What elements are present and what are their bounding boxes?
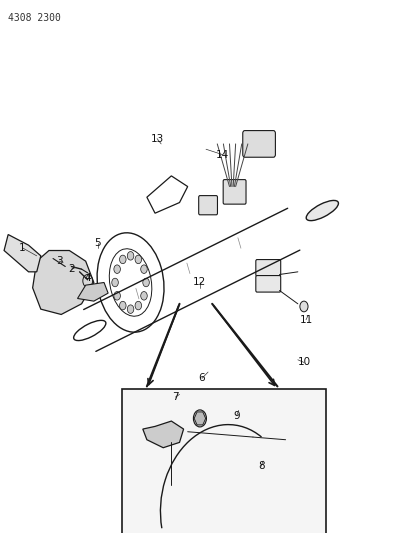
Circle shape xyxy=(141,265,147,273)
Text: 9: 9 xyxy=(233,411,240,421)
FancyBboxPatch shape xyxy=(243,131,275,157)
Ellipse shape xyxy=(306,200,339,221)
Polygon shape xyxy=(4,235,41,272)
Text: 3: 3 xyxy=(56,256,62,266)
Text: 1: 1 xyxy=(19,243,26,253)
Circle shape xyxy=(127,305,134,313)
Text: 12: 12 xyxy=(193,278,206,287)
Text: 13: 13 xyxy=(151,134,164,143)
FancyBboxPatch shape xyxy=(256,260,281,276)
Text: 10: 10 xyxy=(297,358,310,367)
Circle shape xyxy=(114,292,120,300)
Circle shape xyxy=(141,292,147,300)
Circle shape xyxy=(120,301,126,310)
Circle shape xyxy=(120,255,126,264)
Circle shape xyxy=(127,252,134,260)
Circle shape xyxy=(143,278,149,287)
FancyBboxPatch shape xyxy=(256,276,281,292)
Circle shape xyxy=(300,301,308,312)
Circle shape xyxy=(114,265,120,273)
Text: 11: 11 xyxy=(299,315,313,325)
FancyBboxPatch shape xyxy=(223,180,246,204)
Circle shape xyxy=(193,410,206,427)
Polygon shape xyxy=(33,251,94,314)
Bar xyxy=(122,389,326,533)
Polygon shape xyxy=(78,282,108,301)
Text: 4: 4 xyxy=(84,273,91,283)
Text: 2: 2 xyxy=(68,264,75,274)
Text: 14: 14 xyxy=(216,150,229,159)
Polygon shape xyxy=(143,421,184,448)
Text: 7: 7 xyxy=(172,392,179,402)
Circle shape xyxy=(135,301,142,310)
FancyBboxPatch shape xyxy=(199,196,217,215)
Text: 8: 8 xyxy=(258,462,264,471)
Text: 5: 5 xyxy=(95,238,101,247)
Text: 4308 2300: 4308 2300 xyxy=(8,13,61,23)
Text: 6: 6 xyxy=(199,374,205,383)
Circle shape xyxy=(135,255,142,264)
Circle shape xyxy=(112,278,118,287)
